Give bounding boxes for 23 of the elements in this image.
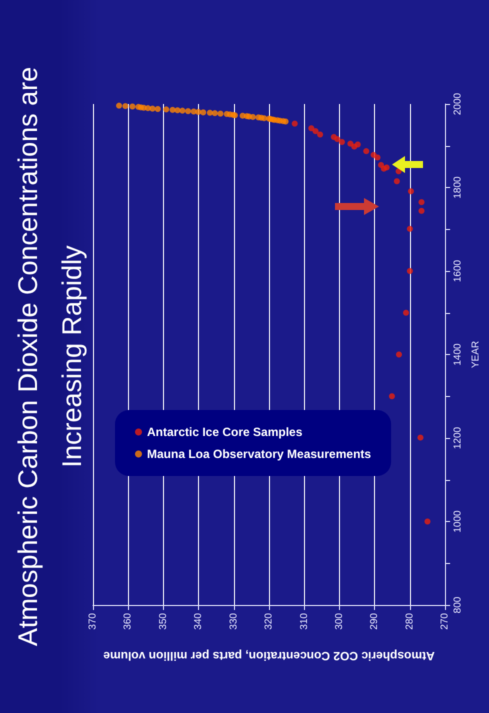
x-tick-label: 270 xyxy=(440,612,451,630)
x-tick-label: 310 xyxy=(298,612,310,630)
y-tick-label: 1400 xyxy=(452,342,464,366)
x-tick-label: 290 xyxy=(369,612,380,630)
y-tick-label: 1000 xyxy=(452,510,464,533)
x-tick-label: 300 xyxy=(334,612,345,630)
x-tick-label: 320 xyxy=(264,612,275,630)
x-tick-label: 370 xyxy=(88,612,98,630)
legend-label: Mauna Loa Observatory Measurements xyxy=(147,447,372,461)
x-tick-label: 350 xyxy=(158,612,169,630)
legend-label: Antarctic Ice Core Samples xyxy=(147,425,303,439)
y-axis-title: YEAR xyxy=(470,340,482,368)
y-tick-label: 800 xyxy=(452,596,464,614)
y-tick-label: 1800 xyxy=(452,176,464,199)
y-tick-label: 1600 xyxy=(452,259,464,282)
x-tick-label: 330 xyxy=(228,612,240,630)
x-tick-label: 280 xyxy=(404,612,416,630)
x-tick-label: 340 xyxy=(193,612,204,630)
y-tick-label: 1200 xyxy=(452,426,464,450)
x-axis-title: Atmospheric CO2 Concentration, parts per million volume xyxy=(103,649,435,663)
x-tick-label: 360 xyxy=(122,612,134,630)
y-tick-label: 2000 xyxy=(452,92,464,116)
text: Atmospheric Carbon Dioxide Concentrations are Increasing Rapidly xyxy=(13,66,87,646)
